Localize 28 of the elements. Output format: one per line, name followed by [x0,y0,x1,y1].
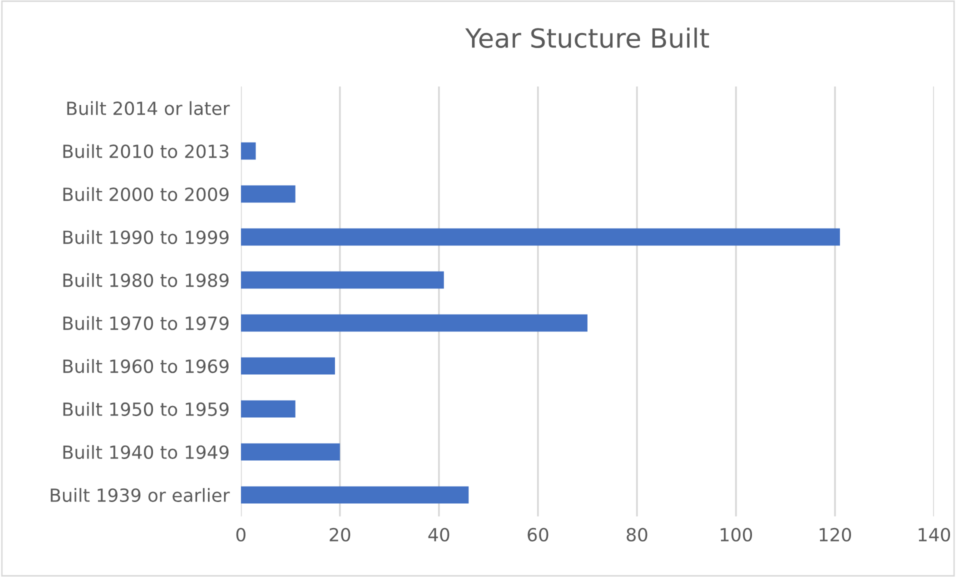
x-tick-label: 0 [236,528,246,542]
y-tick-label: Built 2000 to 2009 [63,187,229,202]
bar [240,486,469,504]
x-tick-label: 40 [428,528,450,542]
bar [240,314,588,332]
y-tick-label: Built 1960 to 1969 [63,359,229,374]
y-tick-label: Built 1940 to 1949 [63,445,229,460]
x-tick-label: 120 [820,528,852,542]
bar [240,271,444,289]
bar [240,443,340,461]
y-tick-label: Built 1980 to 1989 [63,273,229,288]
y-tick-label: Built 2010 to 2013 [63,144,228,158]
chart-title: Year Stucture Built [465,28,710,48]
x-tick-label: 100 [720,528,752,542]
bar [240,142,256,160]
bar [240,185,296,203]
bar [240,400,296,418]
y-tick-label: Built 1990 to 1999 [63,230,229,244]
y-tick-label: Built 1950 to 1959 [63,402,229,416]
bar [240,357,335,375]
x-tick-label: 20 [330,528,350,542]
x-tick-label: 140 [918,528,950,542]
x-tick-label: 60 [528,528,548,542]
bar [240,228,840,246]
x-tick-label: 80 [626,528,648,542]
y-tick-label: Built 2014 or later [67,101,230,116]
y-tick-label: Built 1970 to 1979 [63,316,229,330]
y-tick-label: Built 1939 or earlier [50,488,230,502]
